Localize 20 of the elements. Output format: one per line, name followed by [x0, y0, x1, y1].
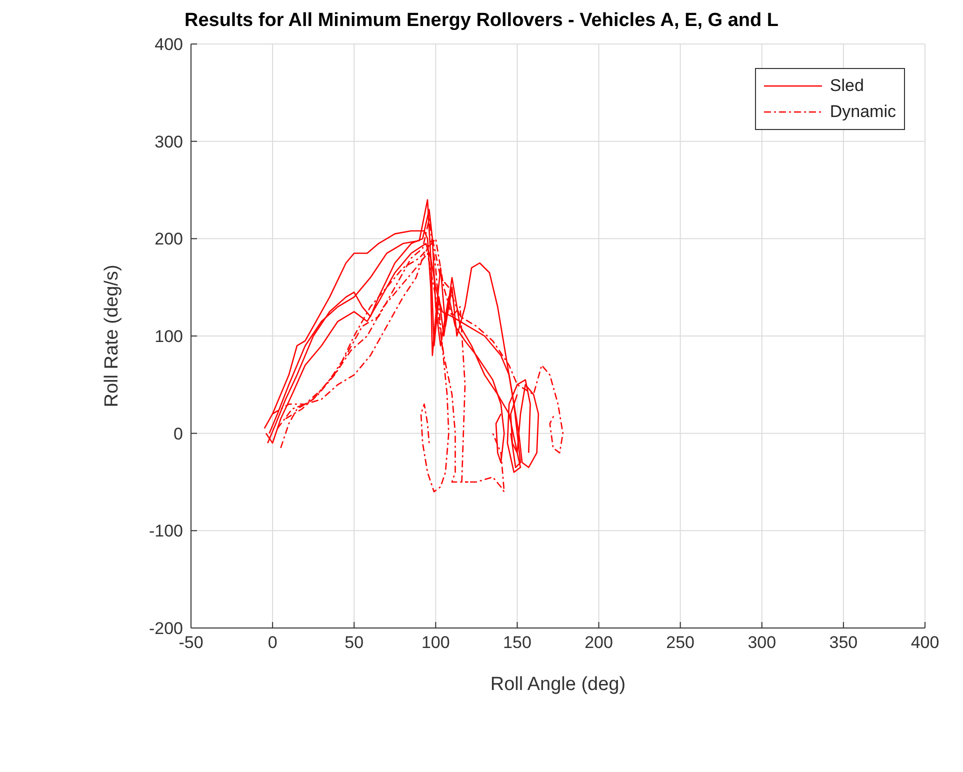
legend-label: Dynamic [830, 101, 896, 123]
y-axis-title: Roll Rate (deg/s) [102, 264, 123, 408]
chart-title: Results for All Minimum Energy Rollovers - Vehicles A, E, G and L [183, 10, 780, 32]
x-tick-label: 100 [421, 633, 450, 652]
x-tick-label: 300 [748, 633, 776, 652]
x-tick-label: 250 [666, 633, 695, 652]
y-tick-label: 300 [154, 132, 183, 152]
y-tick-label: 0 [174, 424, 183, 444]
y-tick-label: -100 [148, 522, 183, 541]
y-tick-label: 400 [154, 35, 183, 54]
x-tick-label: 0 [268, 633, 278, 652]
x-tick-label: 150 [503, 633, 532, 652]
x-tick-label: 200 [584, 633, 613, 652]
y-tick-label: 200 [154, 230, 183, 249]
x-tick-label: 350 [829, 633, 858, 652]
legend-label: Sled [830, 75, 864, 97]
x-tick-label: 50 [344, 633, 364, 652]
y-tick-label: 100 [154, 327, 183, 346]
x-axis-title: Roll Angle (deg) [490, 674, 626, 695]
x-tick-label: 400 [910, 633, 940, 652]
